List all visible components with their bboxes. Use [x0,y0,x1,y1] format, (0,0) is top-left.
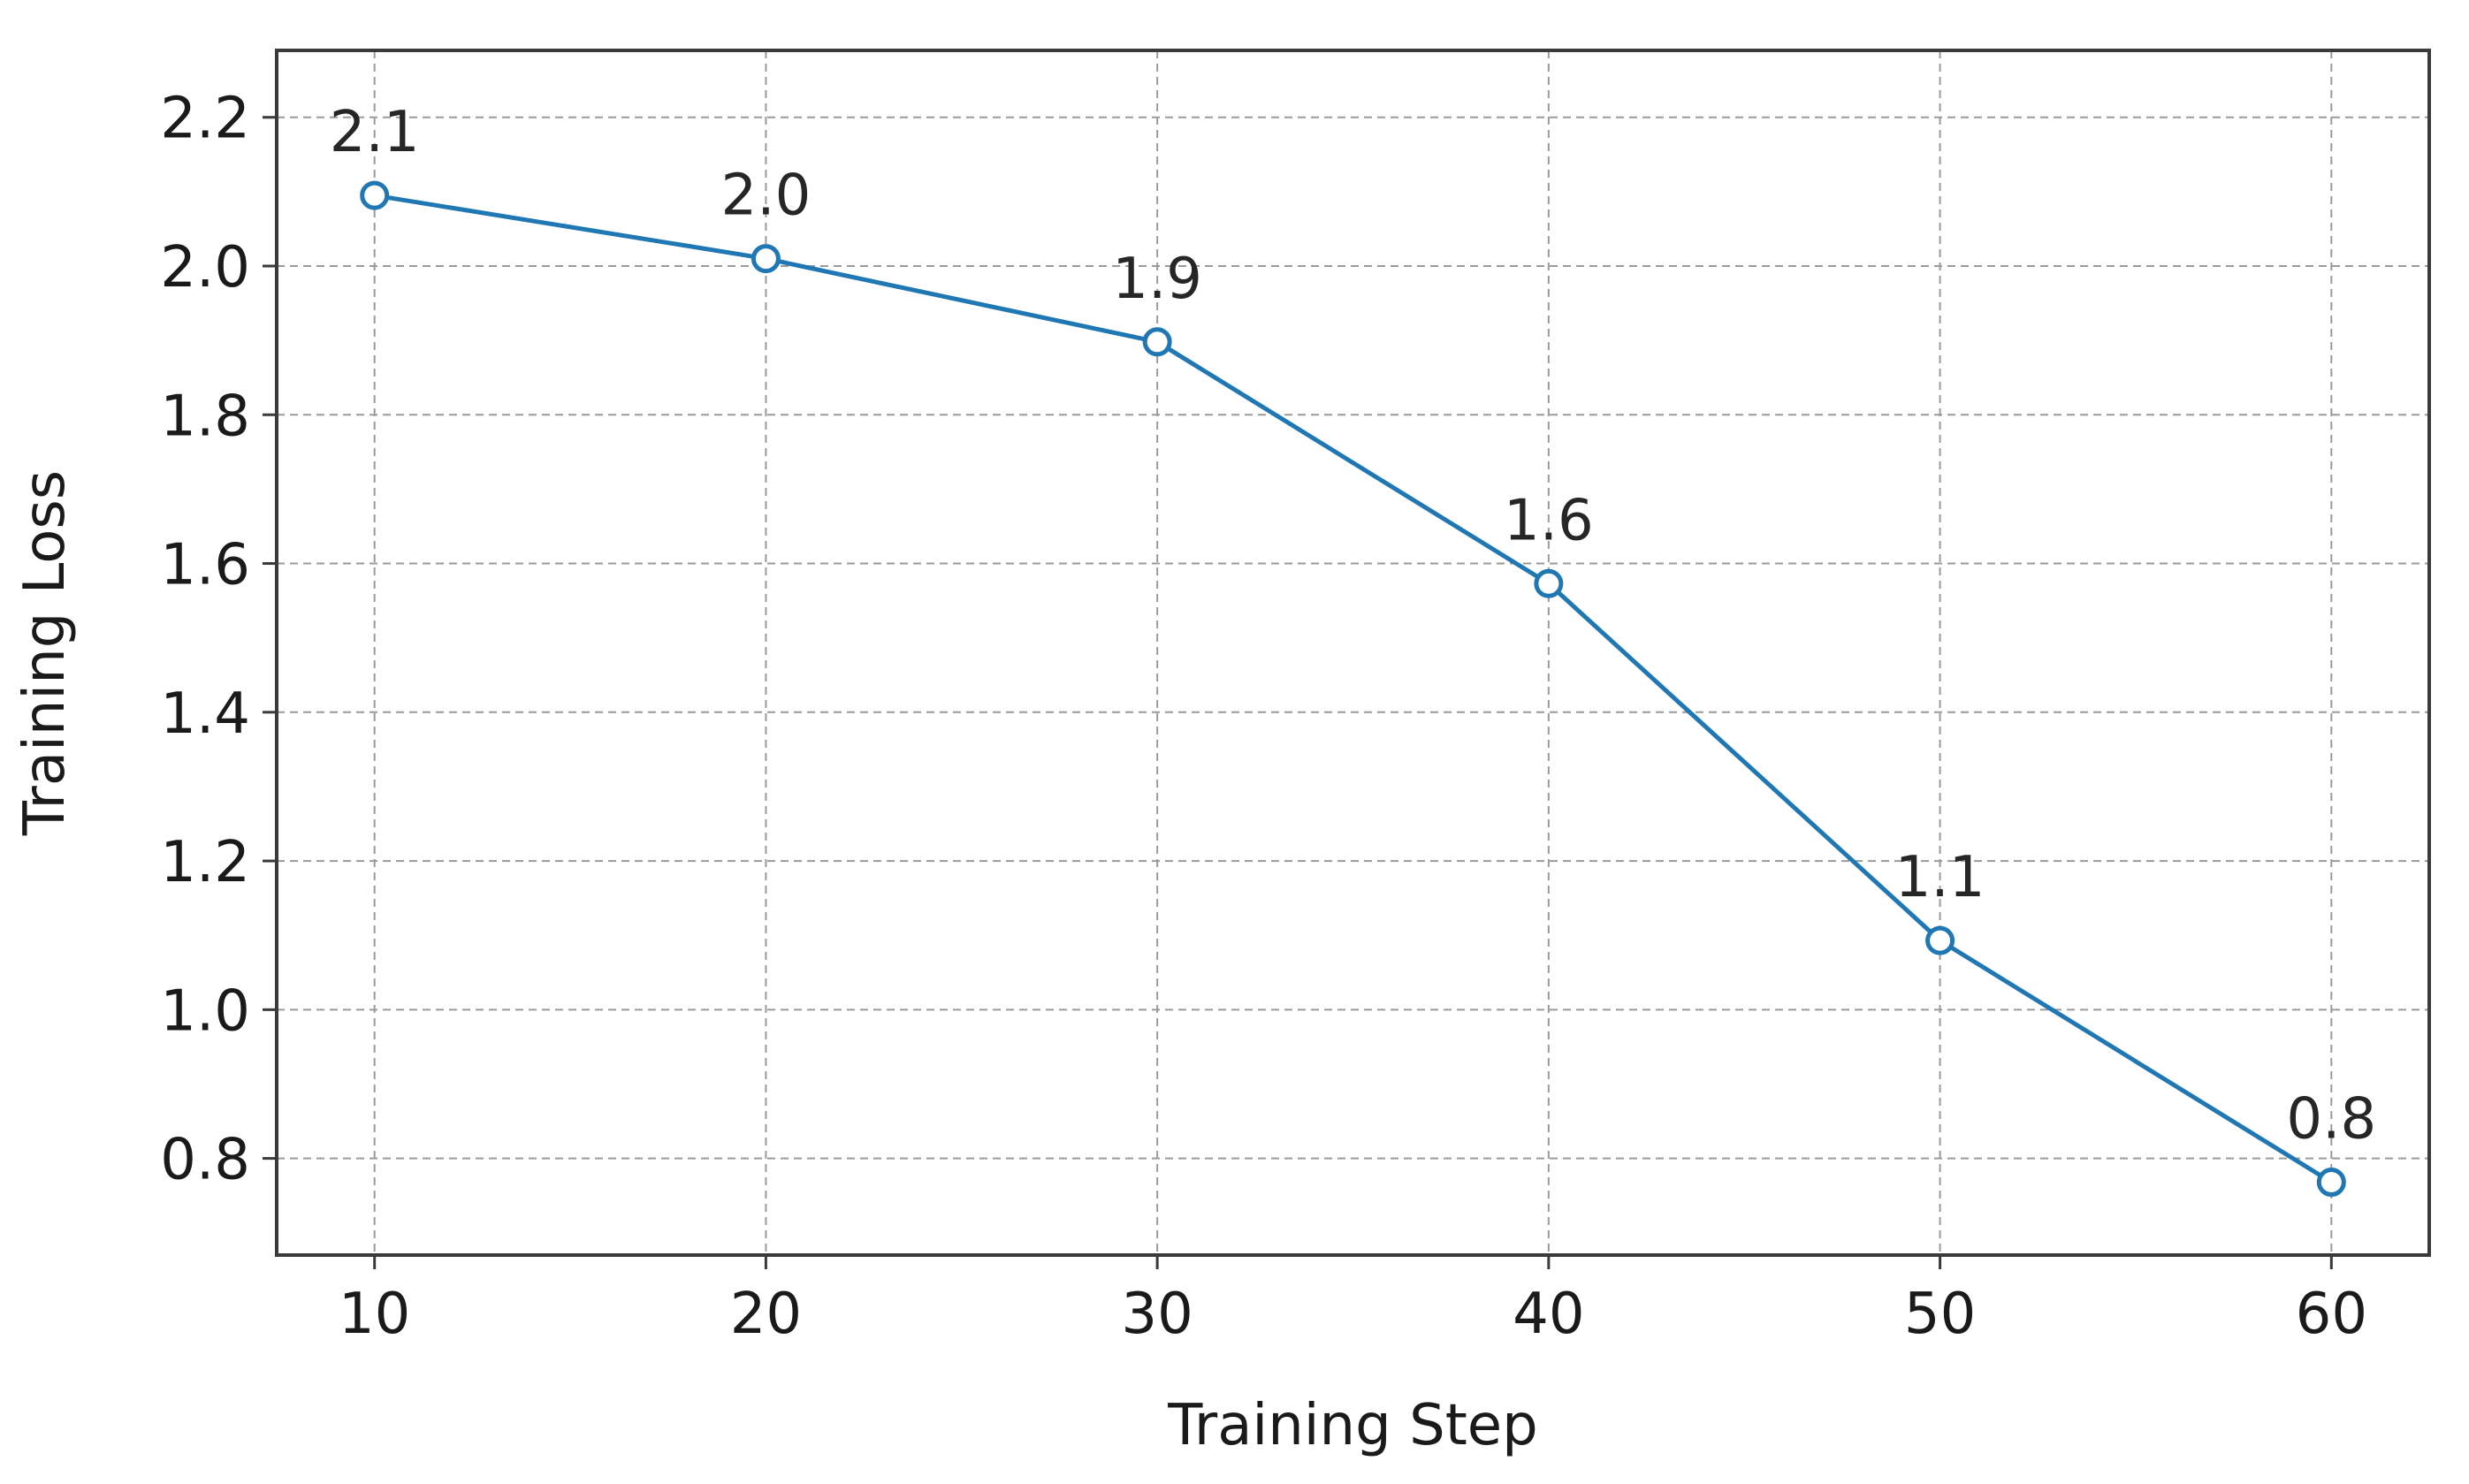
x-tick-label: 40 [1513,1282,1584,1347]
y-tick-label: 1.8 [160,384,250,449]
data-label: 1.1 [1895,845,1985,910]
data-point [360,180,390,210]
data-labels: 2.1 2.0 1.9 1.6 1.1 0.8 [330,100,2376,1152]
data-point [1142,327,1172,357]
series-line-path [374,193,2333,1184]
data-label: 1.9 [1112,247,1202,312]
x-tick-label: 10 [339,1282,410,1347]
tick-labels: 10 20 30 40 50 60 0.8 1.0 1.2 1.4 1.6 1.8 2.0 2.2 [160,87,2367,1347]
data-point [751,244,781,274]
data-label: 2.0 [721,164,812,229]
data-point [1534,568,1564,598]
y-tick-label: 2.0 [160,235,250,301]
data-label: 1.6 [1504,488,1594,553]
y-tick-label: 1.0 [160,978,250,1044]
y-tick-label: 1.4 [160,681,250,747]
data-point [1925,925,1955,955]
x-tick-label: 20 [730,1282,802,1347]
gridlines [277,50,2429,1255]
y-tick-label: 0.8 [160,1128,250,1193]
x-axis-label: Training Step [1167,1393,1538,1458]
series-line [374,193,2333,1184]
data-point [2316,1168,2346,1198]
x-tick-label: 30 [1121,1282,1193,1347]
axis-ticks [263,116,2333,1269]
data-label: 0.8 [2286,1087,2376,1153]
y-tick-label: 2.2 [160,87,250,152]
x-tick-label: 50 [1904,1282,1976,1347]
y-tick-label: 1.6 [160,533,250,598]
x-tick-label: 60 [2296,1282,2367,1347]
data-label: 2.1 [330,100,420,165]
plot-frame [275,49,2431,1257]
series-markers [360,180,2346,1198]
y-tick-label: 1.2 [160,830,250,895]
y-axis-label: Training Loss [12,470,78,836]
